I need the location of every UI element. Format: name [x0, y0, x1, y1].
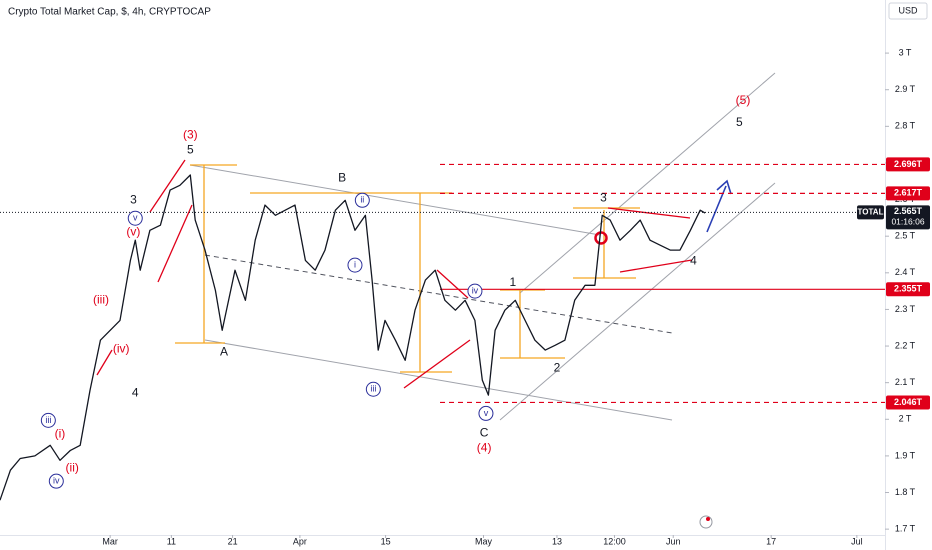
wave-label: 3 — [130, 192, 137, 206]
wave-label: 5 — [187, 142, 194, 156]
event-icon[interactable] — [699, 515, 713, 529]
y-tick-label: 1.9 T — [895, 450, 916, 460]
level-label: 2.355T — [894, 284, 923, 294]
wave-label: v — [133, 213, 138, 223]
level-tag — [886, 186, 930, 201]
wave-label: 1 — [510, 275, 517, 289]
y-tick-label: 2.1 T — [895, 377, 916, 387]
wave-circle — [347, 257, 363, 273]
level-tag — [886, 157, 930, 172]
x-tick-label: Mar — [102, 536, 118, 546]
channel-mid — [204, 254, 673, 334]
wave-label: 3 — [600, 190, 607, 204]
currency: USD — [898, 5, 918, 15]
arrow-head — [716, 179, 732, 195]
channel-line — [189, 164, 601, 236]
wave-circle — [354, 192, 370, 208]
wave-label: iii — [45, 415, 51, 425]
y-tick-label: 2.5 T — [895, 231, 916, 241]
wave-label: (iii) — [93, 292, 109, 306]
x-tick-label: 12:00 — [603, 536, 626, 546]
y-tick-label: 2.8 T — [895, 121, 916, 131]
wave-label: (iv) — [113, 342, 130, 356]
wave-label: v — [484, 408, 489, 418]
wave-label: i — [354, 259, 356, 269]
wave-label: iv — [472, 285, 479, 295]
series-name: TOTAL — [858, 207, 884, 216]
x-tick-label: Apr — [293, 536, 307, 546]
y-tick-label: 2.2 T — [895, 340, 916, 350]
x-tick-label: 21 — [228, 536, 238, 546]
level-tag — [886, 282, 930, 297]
y-tick-label: 2.9 T — [895, 84, 916, 94]
wave-label: iv — [53, 476, 60, 486]
level-label: 2.696T — [894, 159, 923, 169]
event-icon-dot — [706, 517, 710, 521]
last-price-label: 2.565T — [894, 206, 923, 216]
chart-title: Crypto Total Market Cap, $, 4h, CRYPTOCA… — [8, 7, 211, 18]
level-label: 2.046T — [894, 397, 923, 407]
x-tick-label: 13 — [552, 536, 562, 546]
y-tick-label: 2.3 T — [895, 304, 916, 314]
channel-line — [519, 72, 776, 294]
wave-lines — [96, 159, 693, 389]
wave-label: (4) — [477, 440, 492, 454]
drawings — [96, 72, 776, 421]
x-tick-label: Jul — [851, 536, 863, 546]
wave-label: (v) — [126, 224, 140, 238]
level-tag — [886, 395, 930, 410]
wave-label: 4 — [690, 253, 697, 267]
wave-label: (5) — [736, 93, 751, 107]
wave-circle — [127, 210, 143, 226]
wave-circle — [467, 283, 483, 299]
wave-label: 2 — [554, 361, 561, 375]
wave-circle — [478, 405, 494, 421]
wave-label: (i) — [55, 426, 66, 440]
wave-label: 4 — [132, 385, 139, 399]
series-tag — [857, 205, 884, 220]
wave-label: (ii) — [66, 461, 79, 475]
price-line — [0, 174, 706, 501]
wave-label: A — [220, 344, 228, 358]
wave-circle — [40, 412, 56, 428]
y-tick-label: 2 T — [899, 414, 912, 424]
x-tick-label: May — [475, 536, 493, 546]
x-tick-label: 15 — [381, 536, 391, 546]
x-tick-label: 11 — [167, 536, 176, 546]
wave-label: C — [480, 425, 489, 439]
wave-circle — [365, 381, 381, 397]
channel-line — [204, 339, 673, 421]
channel-line — [499, 182, 776, 421]
y-tick-label: 1.8 T — [895, 487, 916, 497]
countdown: 01:16:06 — [891, 217, 924, 227]
x-tick-label: Jun — [666, 536, 681, 546]
y-tick-label: 3 T — [899, 47, 912, 57]
y-tick-label: 1.7 T — [895, 524, 916, 534]
wave-label: B — [338, 171, 346, 185]
wave-label: ii — [360, 195, 364, 205]
wave-label: 5 — [736, 115, 743, 129]
wave-circle — [48, 473, 64, 489]
currency-button[interactable] — [888, 2, 928, 20]
level-label: 2.617T — [894, 188, 923, 198]
x-tick-label: 17 — [766, 536, 776, 546]
y-tick-label: 2.4 T — [895, 267, 916, 277]
wave-label: (3) — [183, 127, 198, 141]
last-price-tag — [886, 205, 930, 230]
wave-label: iii — [370, 384, 376, 394]
